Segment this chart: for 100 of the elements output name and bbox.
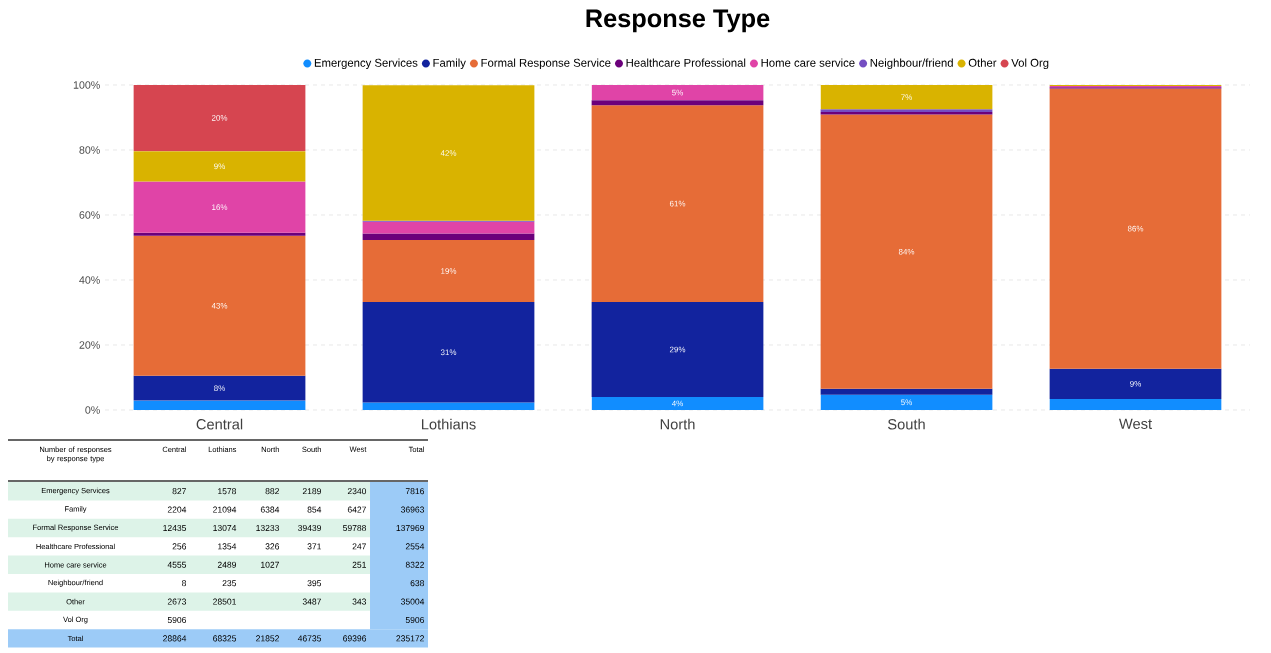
bar — [362, 240, 535, 303]
text: 4555 — [167, 561, 187, 568]
text: 251 — [352, 561, 366, 568]
bar — [133, 151, 306, 182]
legend-label: Other — [968, 58, 997, 67]
legend-label: Vol Org — [1011, 58, 1049, 70]
data-label: 61% — [669, 200, 686, 207]
data-label: 7% — [901, 94, 913, 100]
text: 5906 — [405, 616, 425, 624]
text: 235 — [222, 580, 237, 587]
bar — [1049, 88, 1222, 369]
text: 827 — [172, 488, 186, 495]
data-label: 9% — [214, 163, 226, 170]
data-label: 9% — [1130, 381, 1142, 387]
text: 46735 — [297, 635, 322, 642]
text: 13233 — [256, 524, 280, 532]
x-tick-label: Central — [196, 418, 243, 430]
text: 1354 — [218, 543, 237, 550]
text: 137969 — [396, 524, 425, 532]
legend-label: Family — [433, 58, 466, 70]
text: 28501 — [213, 598, 236, 605]
legend-label: Home care service — [761, 58, 855, 67]
bar — [1049, 368, 1222, 399]
text: 68325 — [213, 635, 237, 642]
y-tick-label: 100% — [73, 81, 100, 89]
text: 326 — [265, 543, 280, 550]
text: 59788 — [343, 524, 367, 532]
x-tick-label: North — [660, 418, 695, 430]
data-label: 20% — [211, 115, 228, 121]
bar — [362, 233, 535, 241]
data-label: 86% — [1127, 225, 1144, 232]
text: 256 — [172, 543, 187, 550]
bar — [133, 235, 306, 376]
text: 2340 — [347, 488, 367, 495]
x-tick-label: Lothians — [422, 418, 476, 430]
text: 6427 — [347, 506, 366, 513]
legend-label: Neighbour/friend — [870, 58, 953, 70]
data-label: 29% — [669, 346, 686, 353]
text: 2673 — [167, 598, 187, 605]
bar — [820, 114, 993, 389]
bar — [1049, 398, 1222, 410]
bar — [362, 302, 535, 403]
bar — [133, 84, 306, 152]
text: 69396 — [343, 635, 367, 642]
x-tick-label: West — [1118, 418, 1152, 429]
bar — [133, 400, 306, 410]
text: 28864 — [163, 635, 187, 642]
text: 395 — [307, 580, 322, 587]
text: 3487 — [302, 598, 321, 605]
bar — [591, 105, 764, 303]
text: 21852 — [256, 635, 279, 642]
legend-label: Emergency Services — [314, 58, 418, 70]
text: 2189 — [302, 488, 322, 495]
data-label: 42% — [440, 150, 457, 156]
text: 35004 — [401, 598, 425, 605]
data-label: 5% — [672, 89, 684, 96]
text: 21094 — [213, 506, 237, 513]
bar — [362, 85, 535, 221]
bar — [591, 84, 764, 101]
text: 1578 — [218, 488, 237, 495]
bar — [133, 232, 306, 236]
y-tick-label: 20% — [79, 341, 100, 349]
text: 5906 — [167, 616, 187, 624]
text: 343 — [352, 598, 367, 605]
bar — [362, 402, 535, 410]
bar — [591, 100, 764, 106]
text: 854 — [307, 506, 322, 513]
chart-title: Response Type — [586, 9, 770, 33]
text: 8322 — [405, 561, 424, 568]
text: 36963 — [401, 506, 425, 513]
data-label: 5% — [901, 399, 913, 406]
text: 6384 — [260, 506, 280, 513]
text: 2204 — [167, 506, 187, 513]
y-tick-label: 0% — [85, 406, 100, 414]
bar — [820, 394, 993, 410]
bar — [591, 396, 764, 410]
data-label: 16% — [212, 204, 228, 211]
text: 2489 — [217, 561, 237, 568]
text: 1027 — [261, 561, 279, 568]
text: 13074 — [213, 524, 237, 532]
bar — [133, 181, 306, 233]
text: 235172 — [396, 635, 424, 642]
data-label: 19% — [441, 268, 457, 274]
bar — [362, 221, 535, 234]
bar — [591, 302, 764, 397]
bar — [133, 375, 306, 401]
x-tick-label: South — [888, 418, 925, 430]
text: 39439 — [298, 524, 322, 532]
legend-label: Healthcare Professional — [626, 58, 746, 67]
bar — [820, 84, 993, 110]
data-label: 31% — [440, 349, 457, 356]
text: 247 — [352, 543, 366, 550]
data-label: 8% — [214, 385, 226, 392]
text: 371 — [307, 543, 321, 550]
y-tick-label: 80% — [79, 146, 100, 154]
y-tick-label: 40% — [79, 276, 100, 284]
bar — [820, 388, 993, 395]
text: 638 — [410, 580, 425, 587]
data-label: 4% — [671, 400, 684, 407]
data-label: 43% — [211, 303, 228, 309]
